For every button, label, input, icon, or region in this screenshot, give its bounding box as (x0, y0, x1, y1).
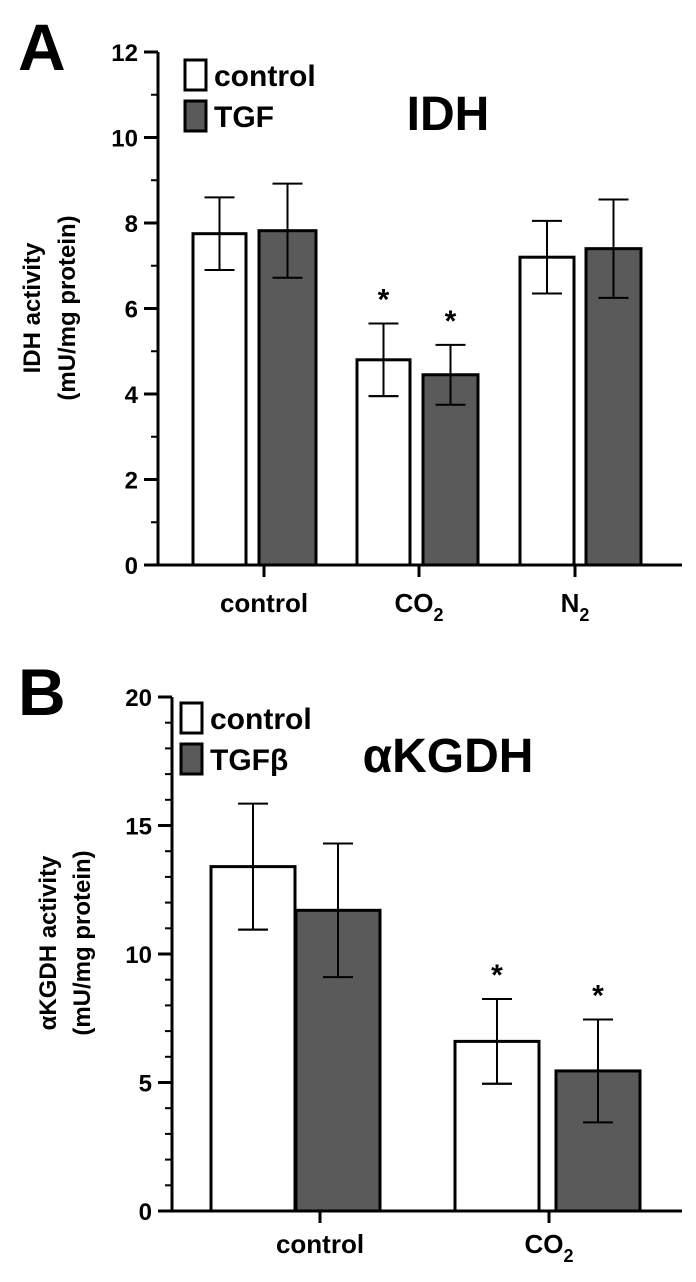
bar (584, 247, 643, 567)
legend-label-control: control (210, 703, 312, 736)
y-tick-label: 15 (125, 814, 152, 841)
y-tick-label: 10 (111, 126, 138, 153)
bar (257, 229, 318, 567)
y-tick-label: 4 (125, 382, 139, 409)
legend-label-control: control (214, 60, 316, 93)
y-tick-label: 8 (125, 211, 138, 238)
legend-label-treated: TGFβ (210, 744, 288, 777)
bar (518, 255, 576, 567)
x-category-label-main: N (561, 588, 580, 618)
x-category-label-sub: 2 (563, 1246, 573, 1266)
bar (191, 232, 248, 567)
legend-label-treated: TGF (214, 101, 274, 134)
y-tick-label: 0 (139, 1199, 152, 1226)
x-category-label: control (276, 1229, 364, 1259)
significance-star: * (445, 305, 457, 338)
x-category-label-main: CO (524, 1229, 563, 1259)
y-tick-label: 20 (125, 685, 152, 712)
x-category-label: N2 (561, 588, 590, 625)
x-category-label-main: control (276, 1229, 364, 1259)
legend-swatch-treated (183, 99, 208, 133)
chart-title: IDH (407, 88, 490, 141)
y-tick-label: 10 (125, 942, 152, 969)
x-category-label: CO2 (394, 588, 443, 625)
bar (421, 373, 480, 567)
panel-letter: B (18, 655, 66, 729)
x-category-label-main: CO (394, 588, 433, 618)
y-tick-label: 12 (111, 40, 138, 67)
y-tick-label: 6 (125, 297, 138, 324)
x-category-label: CO2 (524, 1229, 573, 1266)
legend-swatch-control (183, 58, 208, 92)
x-category-label: control (220, 588, 308, 618)
y-tick-label: 5 (139, 1071, 152, 1098)
panel-letter: A (18, 10, 66, 84)
x-category-label-sub: 2 (579, 605, 589, 625)
y-tick-label: 2 (125, 468, 138, 495)
x-category-label-sub: 2 (433, 605, 443, 625)
chart-title: αKGDH (363, 730, 534, 783)
x-category-label-main: control (220, 588, 308, 618)
significance-star: * (592, 980, 604, 1013)
y-axis-title-line1: IDH activity (19, 242, 46, 373)
significance-star: * (378, 283, 390, 316)
panel-b: B 0 5 10 15 20 control CO2 * * control TGFβ αKGDH αKG… (18, 655, 682, 1266)
y-axis-title-line1: αKGDH activity (35, 855, 62, 1030)
legend-swatch-treated (179, 742, 204, 776)
y-axis-title-line2: (mU/mg protein) (69, 850, 96, 1035)
y-tick-label: 0 (125, 553, 138, 580)
significance-star: * (491, 959, 503, 992)
legend-swatch-control (179, 701, 204, 735)
y-axis-title-line2: (mU/mg protein) (54, 215, 81, 400)
